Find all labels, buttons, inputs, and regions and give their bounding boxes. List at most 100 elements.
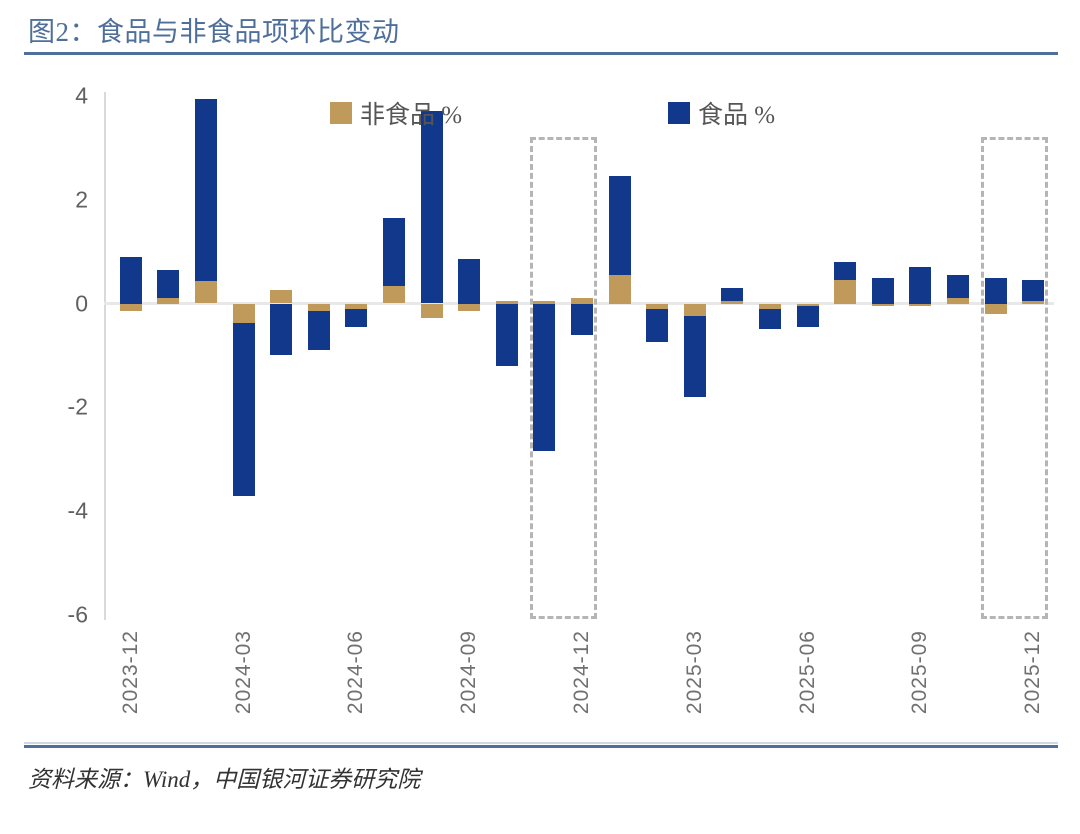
x-axis-tick-label: 2024-06 [344, 630, 368, 715]
bar-segment-food [909, 267, 932, 304]
bar-segment-nonfood [984, 303, 1007, 314]
bar-group [984, 0, 1007, 745]
bar-segment-food [984, 277, 1007, 304]
bar-group [646, 0, 669, 745]
x-axis-tick-label: 2023-12 [118, 630, 142, 715]
bar-segment-nonfood [721, 300, 744, 304]
bar-segment-food [683, 316, 706, 397]
bar-segment-food [759, 308, 781, 330]
bar-group [307, 0, 330, 745]
bar-segment-nonfood [909, 303, 932, 307]
bar-segment-food [383, 218, 405, 286]
bar-segment-food [721, 287, 744, 301]
bar-segment-food [495, 303, 518, 366]
bar-segment-food [1022, 280, 1045, 301]
bar-segment-nonfood [871, 303, 894, 307]
bar-group [871, 0, 894, 745]
x-axis-tick-label: 2025-12 [1021, 630, 1045, 715]
bar-segment-nonfood [571, 298, 593, 304]
bar-segment-food [232, 322, 255, 497]
bar-segment-food [646, 308, 669, 343]
bar-group [345, 0, 368, 745]
bar-group [383, 0, 405, 745]
bar-group [157, 0, 180, 745]
legend-item-food[interactable]: 食品 % [668, 95, 775, 131]
bar-group [533, 0, 556, 745]
bar-segment-nonfood [533, 300, 556, 304]
x-axis-tick-label: 2025-06 [795, 630, 819, 715]
bar-group [721, 0, 744, 745]
bar-group [947, 0, 969, 745]
bar-group [759, 0, 781, 745]
bar-segment-nonfood [683, 303, 706, 317]
legend-swatch-food-icon [668, 102, 690, 124]
bar-segment-food [871, 277, 894, 304]
bar-segment-food [947, 274, 969, 299]
page-title: 图2：食品与非食品项环比变动 [28, 17, 400, 47]
y-axis-tick-label: -2 [67, 393, 88, 420]
x-axis-tick-label: 2024-09 [457, 630, 481, 715]
bar-segment-nonfood [1022, 300, 1045, 304]
bar-group [683, 0, 706, 745]
bar-group [571, 0, 593, 745]
bar-segment-food [796, 306, 819, 327]
legend-label: 非食品 % [360, 102, 463, 129]
bar-segment-nonfood [307, 303, 330, 312]
highlight-rect [980, 137, 1048, 619]
legend-swatch-nonfood-icon [330, 102, 352, 124]
bar-segment-food [533, 303, 556, 452]
bar-group [458, 0, 481, 745]
y-axis-tick-label: 0 [75, 290, 88, 316]
bar-segment-nonfood [495, 300, 518, 304]
x-axis-tick-label: 2025-09 [908, 630, 932, 715]
bar-group [270, 0, 293, 745]
bar-group [796, 0, 819, 745]
bar-group [119, 0, 142, 745]
y-axis-tick-label: 2 [75, 186, 88, 213]
y-axis-line [104, 92, 106, 620]
y-axis-tick-label: -6 [67, 601, 88, 628]
x-axis-tick-label: 2024-12 [570, 630, 593, 715]
bar-segment-nonfood [458, 303, 481, 312]
bar-segment-food [345, 308, 368, 327]
footer-divider [24, 745, 1058, 748]
bar-group [195, 0, 217, 745]
bar-segment-nonfood [383, 285, 405, 304]
bar-segment-nonfood [834, 280, 857, 304]
plot-bottom-rule [24, 742, 1058, 744]
bar-group [420, 0, 443, 745]
source-note: 资料来源：Wind，中国银河证券研究院 [28, 767, 421, 792]
bar-segment-food [608, 176, 631, 275]
bar-segment-food [270, 303, 293, 356]
bar-segment-nonfood [608, 274, 631, 304]
bar-segment-food [834, 262, 857, 281]
bar-segment-food [571, 303, 593, 335]
highlight-rect [529, 137, 597, 619]
bar-segment-nonfood [119, 303, 142, 312]
bar-segment-food [157, 269, 180, 299]
bar-segment-nonfood [195, 280, 217, 304]
bar-group [834, 0, 857, 745]
legend-label: 食品 % [698, 102, 776, 129]
bar-segment-nonfood [646, 303, 669, 309]
bar-group [909, 0, 932, 745]
bar-segment-nonfood [345, 303, 368, 309]
bar-segment-food [307, 311, 330, 351]
x-axis-tick-label: 2024-03 [231, 630, 255, 715]
chart-plot-area: 4 2 0 -2 -4 -6 2023-12 2024-03 2024-06 2024-09 20… [67, 0, 1054, 745]
bar-segment-food [195, 99, 217, 281]
bar-segment-nonfood [420, 303, 443, 318]
bar-segment-nonfood [157, 298, 180, 304]
x-axis-tick-label: 2025-03 [682, 630, 706, 715]
bar-group [232, 0, 255, 745]
bar-segment-food [420, 110, 443, 304]
title-divider [24, 52, 1058, 55]
bar-group [608, 0, 631, 745]
bar-segment-nonfood [947, 298, 969, 304]
bar-segment-nonfood [796, 303, 819, 307]
y-axis-tick-label: 4 [75, 82, 88, 109]
legend-item-nonfood[interactable]: 非食品 % [330, 95, 462, 131]
bar-segment-nonfood [232, 303, 255, 323]
bar-segment-nonfood [270, 290, 293, 304]
